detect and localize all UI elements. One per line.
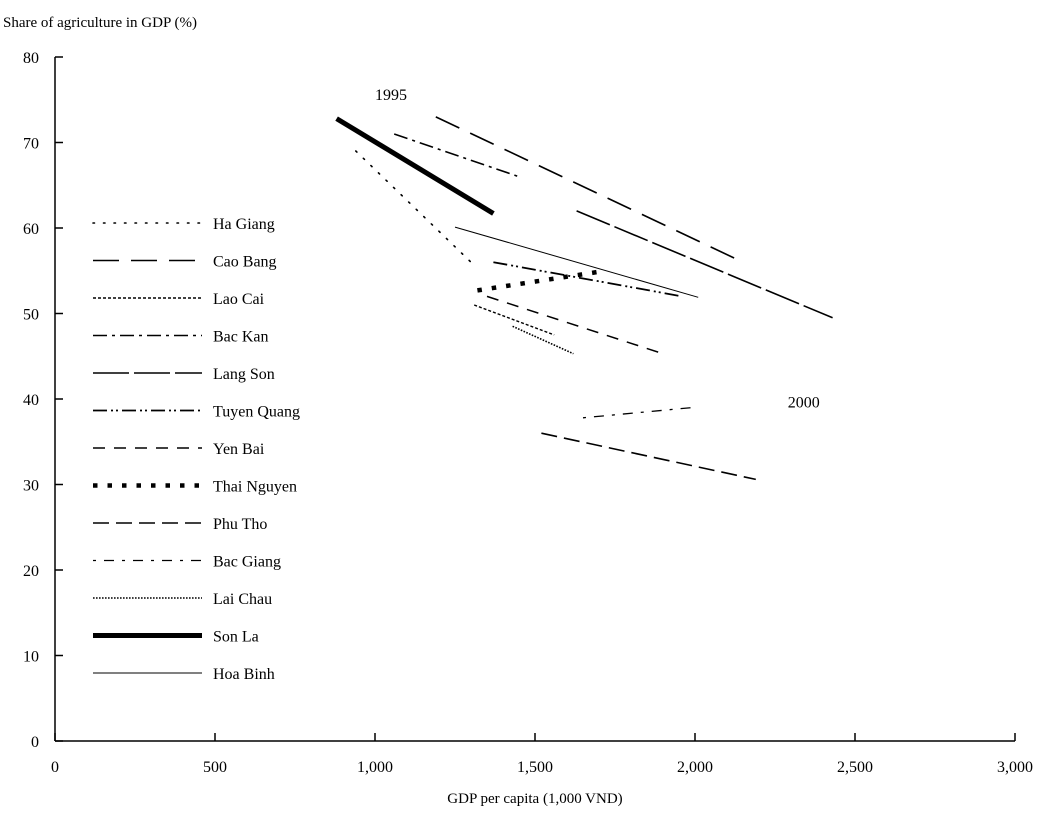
y-axis-title: Share of agriculture in GDP (%) [3, 15, 197, 31]
series-line-hoa-binh [454, 226, 699, 298]
y-tick-label: 40 [23, 392, 39, 409]
series-line-lang-son [576, 210, 833, 319]
x-tick-label: 2,500 [837, 759, 873, 776]
annotation-2000: 2000 [788, 395, 820, 412]
y-tick-label: 20 [23, 563, 39, 580]
legend-label-hoa-binh: Hoa Binh [213, 666, 275, 683]
y-tick-label: 60 [23, 221, 39, 238]
legend-label-lai-chau: Lai Chau [213, 591, 272, 608]
annotations: 1995 2000 [375, 87, 820, 412]
series-lines [335, 116, 833, 481]
series-line-bac-kan [393, 133, 520, 178]
legend-label-thai-nguyen: Thai Nguyen [213, 479, 297, 496]
y-tick-label: 70 [23, 136, 39, 153]
y-tick-label: 30 [23, 478, 39, 495]
legend-label-lao-cai: Lao Cai [213, 291, 265, 308]
series-line-lao-cai [473, 304, 555, 336]
legend-label-lang-son: Lang Son [213, 366, 275, 383]
y-tick-label: 50 [23, 307, 39, 324]
x-axis-title: GDP per capita (1,000 VND) [447, 791, 622, 807]
x-tick-label: 0 [51, 759, 59, 776]
series-line-son-la [335, 116, 495, 216]
x-tick-label: 1,500 [517, 759, 553, 776]
legend-label-cao-bang: Cao Bang [213, 254, 277, 271]
x-tick-label: 500 [203, 759, 227, 776]
series-line-bac-giang [582, 406, 692, 419]
legend-label-bac-giang: Bac Giang [213, 554, 281, 571]
y-tick-label: 0 [31, 734, 39, 751]
legend-label-bac-kan: Bac Kan [213, 329, 269, 346]
series-line-cao-bang [435, 116, 744, 263]
legend-label-ha-giang: Ha Giang [213, 216, 275, 233]
series-line-yen-bai [486, 295, 664, 355]
axes: 0 500 1,000 1,500 2,000 2,500 3,000 0 10 20 30 40 50… [23, 50, 1033, 776]
legend-label-son-la: Son La [213, 629, 259, 646]
y-tick-label: 10 [23, 649, 39, 666]
legend-label-tuyen-quang: Tuyen Quang [213, 404, 300, 421]
x-tick-label: 3,000 [997, 759, 1033, 776]
annotation-1995: 1995 [375, 87, 407, 104]
series-line-tuyen-quang [493, 261, 683, 298]
series-line-thai-nguyen [477, 268, 606, 293]
legend-label-yen-bai: Yen Bai [213, 441, 265, 458]
x-tick-label: 1,000 [357, 759, 393, 776]
legend: Ha Giang Cao Bang Lao Cai Bac Kan Lang Son Tu… [92, 216, 300, 683]
y-tick-label: 80 [23, 50, 39, 67]
x-tick-label: 2,000 [677, 759, 713, 776]
legend-label-phu-tho: Phu Tho [213, 516, 267, 533]
series-line-lai-chau [512, 325, 574, 355]
series-line-phu-tho [541, 432, 756, 481]
